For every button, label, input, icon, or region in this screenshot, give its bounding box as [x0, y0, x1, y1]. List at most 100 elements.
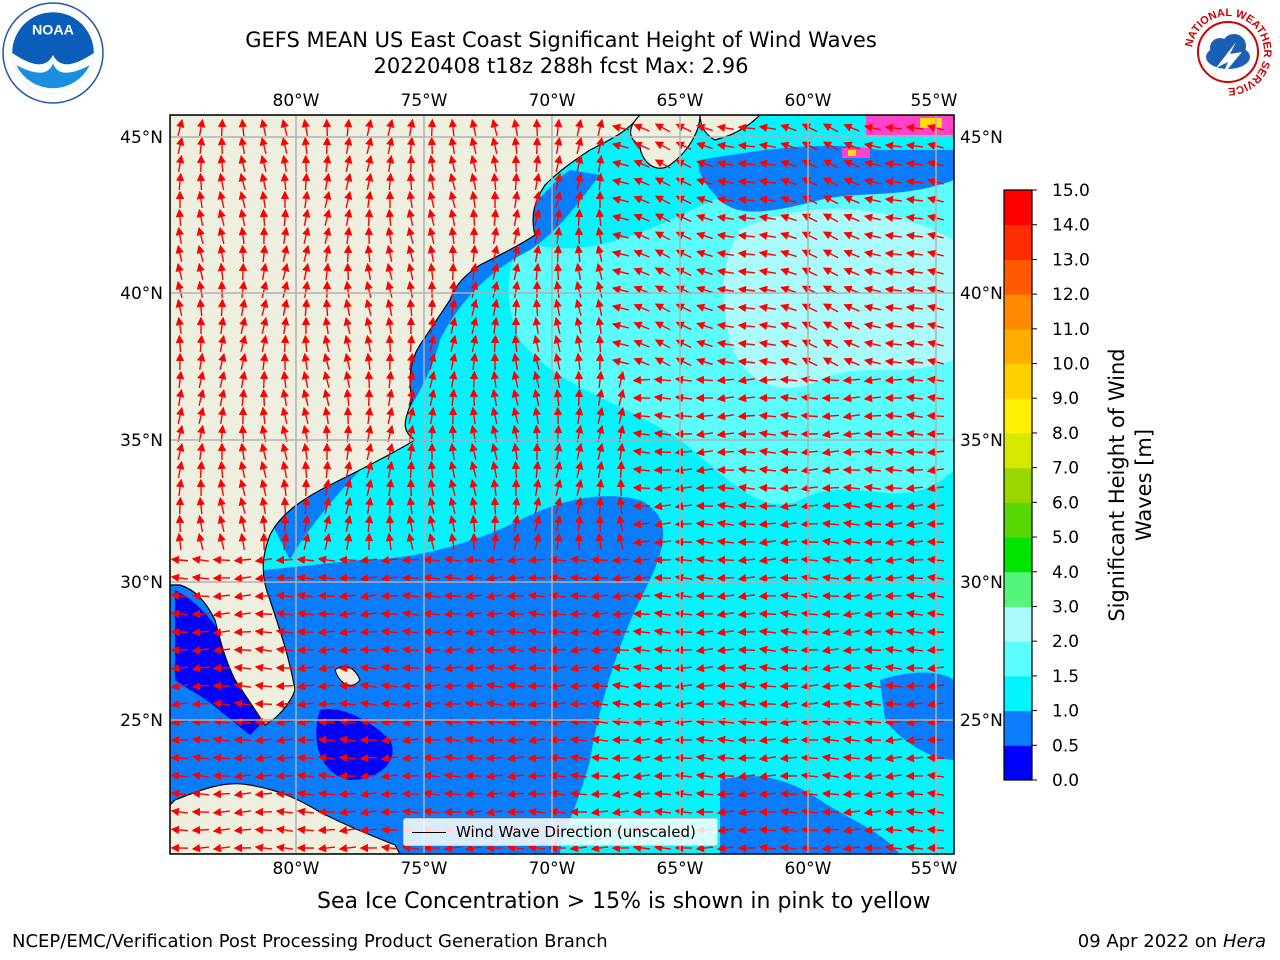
wind-wave-arrow — [574, 190, 584, 209]
wind-wave-arrow — [821, 555, 840, 565]
wind-wave-arrow — [800, 591, 819, 601]
wind-wave-arrow — [842, 681, 861, 691]
wind-wave-arrow — [428, 334, 437, 352]
wind-wave-arrow — [323, 208, 332, 226]
wind-wave-arrow — [696, 231, 713, 240]
wind-wave-arrow — [842, 555, 861, 565]
lon-label-bottom: 60°W — [785, 859, 832, 879]
wind-wave-arrow — [595, 280, 604, 298]
wind-wave-arrow — [801, 303, 818, 313]
wind-wave-arrow — [469, 442, 478, 460]
wind-wave-arrow — [490, 172, 500, 191]
wind-wave-arrow — [737, 195, 756, 205]
wind-wave-arrow — [322, 118, 332, 137]
wind-wave-arrow — [884, 375, 903, 385]
wind-wave-arrow — [758, 591, 777, 601]
wind-wave-arrow — [176, 460, 185, 478]
wind-wave-arrow — [359, 609, 378, 619]
wind-wave-arrow — [758, 123, 777, 132]
wind-wave-arrow — [322, 262, 332, 281]
wind-wave-arrow — [191, 573, 210, 583]
wind-wave-arrow — [695, 375, 714, 385]
wind-wave-arrow — [176, 154, 185, 173]
wind-wave-arrow — [532, 460, 542, 479]
wind-wave-arrow — [218, 388, 227, 406]
wind-wave-arrow — [259, 460, 268, 478]
wind-wave-arrow — [553, 262, 563, 281]
wind-wave-arrow — [758, 321, 777, 330]
wind-wave-arrow — [197, 406, 206, 424]
wind-wave-arrow — [427, 532, 436, 550]
wind-wave-arrow — [780, 303, 797, 312]
wind-wave-arrow — [590, 573, 609, 583]
wind-wave-arrow — [427, 316, 437, 335]
wind-wave-arrow — [406, 442, 416, 461]
wind-wave-arrow — [843, 285, 860, 294]
wind-wave-arrow — [364, 406, 374, 425]
wind-wave-arrow — [595, 334, 605, 353]
wind-wave-arrow — [654, 303, 671, 313]
wind-wave-arrow — [406, 208, 415, 226]
wind-wave-arrow — [716, 321, 735, 330]
wind-wave-arrow — [196, 442, 206, 461]
wind-wave-arrow — [654, 231, 671, 241]
wind-wave-arrow — [596, 388, 605, 406]
wind-wave-arrow — [407, 352, 416, 371]
wind-wave-arrow — [653, 501, 672, 511]
wind-wave-arrow — [595, 370, 605, 389]
wind-wave-arrow — [338, 663, 357, 673]
wind-wave-arrow — [617, 388, 626, 406]
wind-wave-arrow — [218, 352, 227, 370]
wind-wave-arrow — [737, 321, 756, 331]
wind-wave-arrow — [758, 465, 777, 475]
wind-wave-arrow — [801, 177, 818, 187]
wind-wave-arrow — [653, 573, 672, 583]
wind-wave-arrow — [511, 136, 521, 155]
wind-wave-arrow — [469, 424, 478, 442]
wind-wave-arrow — [884, 609, 903, 619]
wind-wave-arrow — [217, 460, 227, 479]
wind-wave-arrow — [364, 514, 374, 533]
colorbar-bin — [1004, 537, 1032, 573]
wind-wave-arrow — [696, 303, 713, 312]
wind-wave-arrow — [344, 208, 353, 226]
wind-wave-arrow — [527, 789, 546, 799]
wind-wave-arrow — [238, 244, 248, 263]
wind-wave-arrow — [176, 442, 185, 460]
wind-wave-arrow — [344, 172, 353, 190]
wind-wave-arrow — [385, 478, 395, 497]
wind-wave-arrow — [695, 483, 714, 493]
wind-wave-arrow — [197, 388, 206, 406]
wind-wave-arrow — [449, 316, 458, 334]
wind-wave-arrow — [275, 663, 294, 673]
ocean-palest-field — [723, 208, 954, 388]
wind-wave-arrow — [716, 573, 735, 583]
wind-wave-direction-arrows — [170, 118, 945, 853]
wind-wave-arrow — [386, 154, 395, 173]
wind-wave-arrow — [364, 208, 374, 227]
wind-wave-arrow — [464, 681, 483, 691]
wind-wave-arrow — [800, 411, 819, 421]
wind-wave-arrow — [574, 262, 583, 280]
wind-wave-arrow — [338, 681, 357, 691]
wind-wave-arrow — [801, 141, 818, 151]
wind-wave-arrow — [716, 285, 735, 294]
wind-wave-arrow — [821, 573, 840, 583]
wind-wave-arrow — [801, 339, 818, 349]
wind-wave-arrow — [491, 226, 500, 245]
wind-wave-arrow — [800, 645, 819, 655]
wind-wave-arrow — [863, 357, 881, 366]
wind-wave-arrow — [674, 591, 693, 601]
colorbar-bin — [1004, 294, 1032, 330]
wind-wave-arrow — [406, 334, 416, 353]
colorbar-bin — [1004, 675, 1032, 712]
wind-wave-arrow — [422, 753, 441, 763]
wind-wave-arrow — [427, 190, 436, 208]
wind-wave-arrow — [611, 159, 629, 168]
wind-wave-arrow — [884, 231, 903, 241]
wind-wave-arrow — [822, 357, 839, 367]
wind-wave-arrow — [654, 159, 671, 169]
wind-wave-arrow — [212, 609, 231, 619]
wind-wave-arrow — [344, 190, 353, 208]
wind-wave-arrow — [280, 424, 289, 442]
